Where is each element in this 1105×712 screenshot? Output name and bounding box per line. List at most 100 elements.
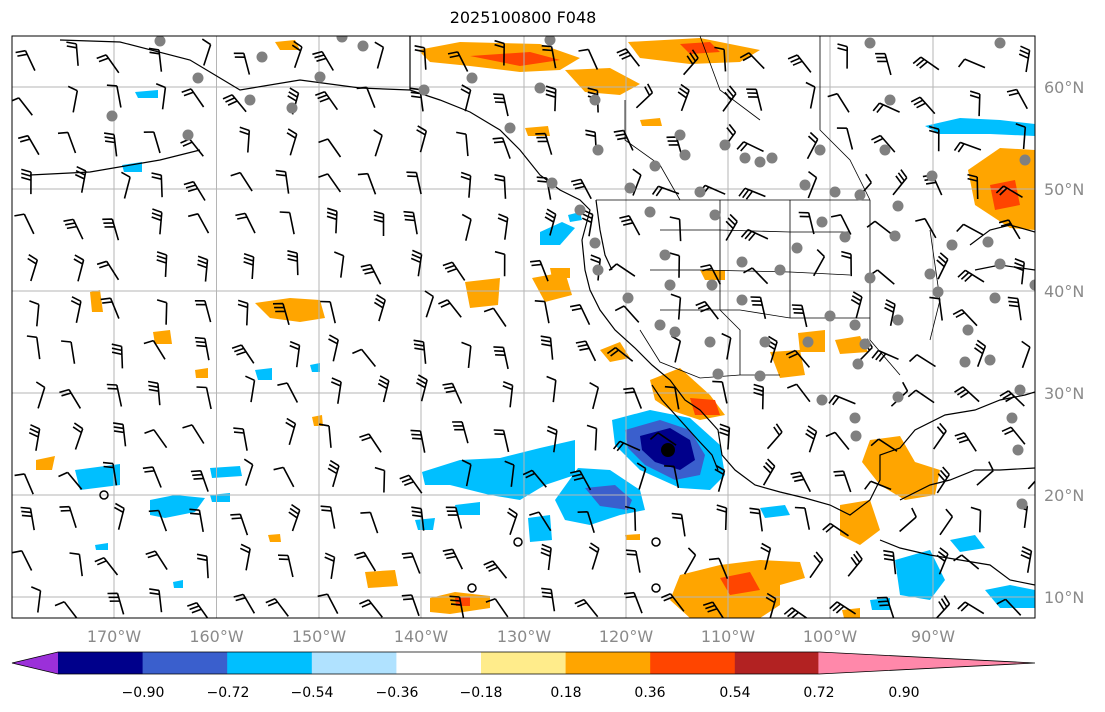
wind-barb <box>233 52 251 75</box>
wind-barb <box>753 383 764 410</box>
station-marker <box>314 71 326 83</box>
wind-barb <box>410 249 423 277</box>
wind-barb <box>483 560 508 579</box>
wind-barb <box>494 39 505 66</box>
wind-barb <box>760 542 772 570</box>
colorbar-tick-label: 0.18 <box>550 685 581 701</box>
station-marker <box>589 237 601 249</box>
station-marker <box>926 170 938 182</box>
wind-barb <box>976 461 995 486</box>
wind-barb <box>121 171 131 199</box>
wind-barb <box>541 587 556 612</box>
wind-barb <box>666 136 684 159</box>
wind-barb <box>374 41 385 69</box>
wind-barb <box>953 141 982 153</box>
station-marker <box>659 249 671 261</box>
wind-barb <box>461 213 472 241</box>
wind-barb <box>155 82 167 110</box>
wind-barb <box>156 299 168 325</box>
wind-barb <box>272 302 290 326</box>
wind-barb <box>875 52 892 76</box>
station-marker <box>1029 279 1035 291</box>
station-marker <box>706 279 718 291</box>
wind-barb <box>952 308 978 327</box>
wind-barb <box>805 425 818 453</box>
station-marker <box>669 326 681 338</box>
wind-barb <box>143 339 166 360</box>
wind-barb <box>102 218 120 241</box>
wind-barb <box>739 52 765 70</box>
wind-barb <box>100 297 120 319</box>
station-marker <box>984 354 996 366</box>
wind-barb <box>534 300 550 324</box>
colorbar-tick-label: 0.90 <box>888 685 919 701</box>
wind-barb <box>570 469 592 491</box>
wind-barb <box>243 253 255 280</box>
wind-barb <box>625 549 641 573</box>
station-marker <box>1016 498 1028 510</box>
station-marker <box>854 189 866 201</box>
colorbar-tick-label: −0.18 <box>460 685 503 701</box>
wind-barb <box>320 505 336 529</box>
wind-barb <box>461 459 472 487</box>
wind-barb <box>142 466 162 488</box>
wind-barb <box>58 471 83 490</box>
wind-barb <box>721 332 732 360</box>
wind-barb <box>360 511 379 534</box>
wind-barb <box>847 550 863 577</box>
wind-barb <box>413 339 427 364</box>
wind-barb <box>871 349 899 363</box>
wind-barb <box>326 207 338 234</box>
station-marker <box>864 37 876 49</box>
station-marker <box>466 72 478 84</box>
station-marker <box>546 177 558 189</box>
wind-barb <box>410 429 426 453</box>
wind-barb <box>57 131 77 154</box>
station-marker <box>418 84 430 96</box>
station-marker <box>574 204 586 216</box>
station-marker <box>892 314 904 326</box>
wind-barb <box>712 380 728 404</box>
wind-barb <box>540 543 552 571</box>
station-marker <box>679 149 691 161</box>
lon-label: 90°W <box>911 627 955 646</box>
station-marker <box>654 319 666 331</box>
wind-barb <box>907 389 935 404</box>
wind-barb <box>504 460 515 487</box>
wind-barb <box>588 542 600 570</box>
wind-barb <box>957 269 985 283</box>
station-marker <box>879 144 891 156</box>
wind-barb <box>636 462 647 490</box>
colorbar-segment <box>396 652 482 674</box>
wind-barb <box>289 340 301 368</box>
station-marker <box>816 394 828 406</box>
wind-barb <box>275 169 290 194</box>
station-marker <box>791 242 803 254</box>
wind-barb <box>1020 546 1033 573</box>
wind-barb <box>743 267 769 285</box>
wind-barb <box>239 543 251 571</box>
wind-barb <box>148 47 163 72</box>
station-marker <box>889 230 901 242</box>
wind-barb <box>114 502 125 530</box>
wind-barb <box>318 423 332 448</box>
wind-barb <box>320 300 336 324</box>
station-marker <box>994 258 1006 270</box>
station-marker <box>852 358 864 370</box>
wind-barb <box>63 218 84 240</box>
wind-barb <box>239 126 251 153</box>
wind-barb <box>111 343 124 369</box>
wind-barb <box>998 219 1021 240</box>
station-marker <box>1014 384 1026 396</box>
wind-barb <box>1006 88 1029 110</box>
station-marker <box>932 286 944 298</box>
wind-barb <box>230 171 253 192</box>
wind-barb <box>416 125 428 153</box>
wind-barb <box>151 172 163 198</box>
station-marker <box>694 186 706 198</box>
station-marker <box>946 239 958 251</box>
colorbar-tick-label: 0.36 <box>634 685 665 701</box>
wind-barb <box>497 213 509 240</box>
wind-barb <box>825 431 850 451</box>
wind-barb <box>27 254 39 282</box>
